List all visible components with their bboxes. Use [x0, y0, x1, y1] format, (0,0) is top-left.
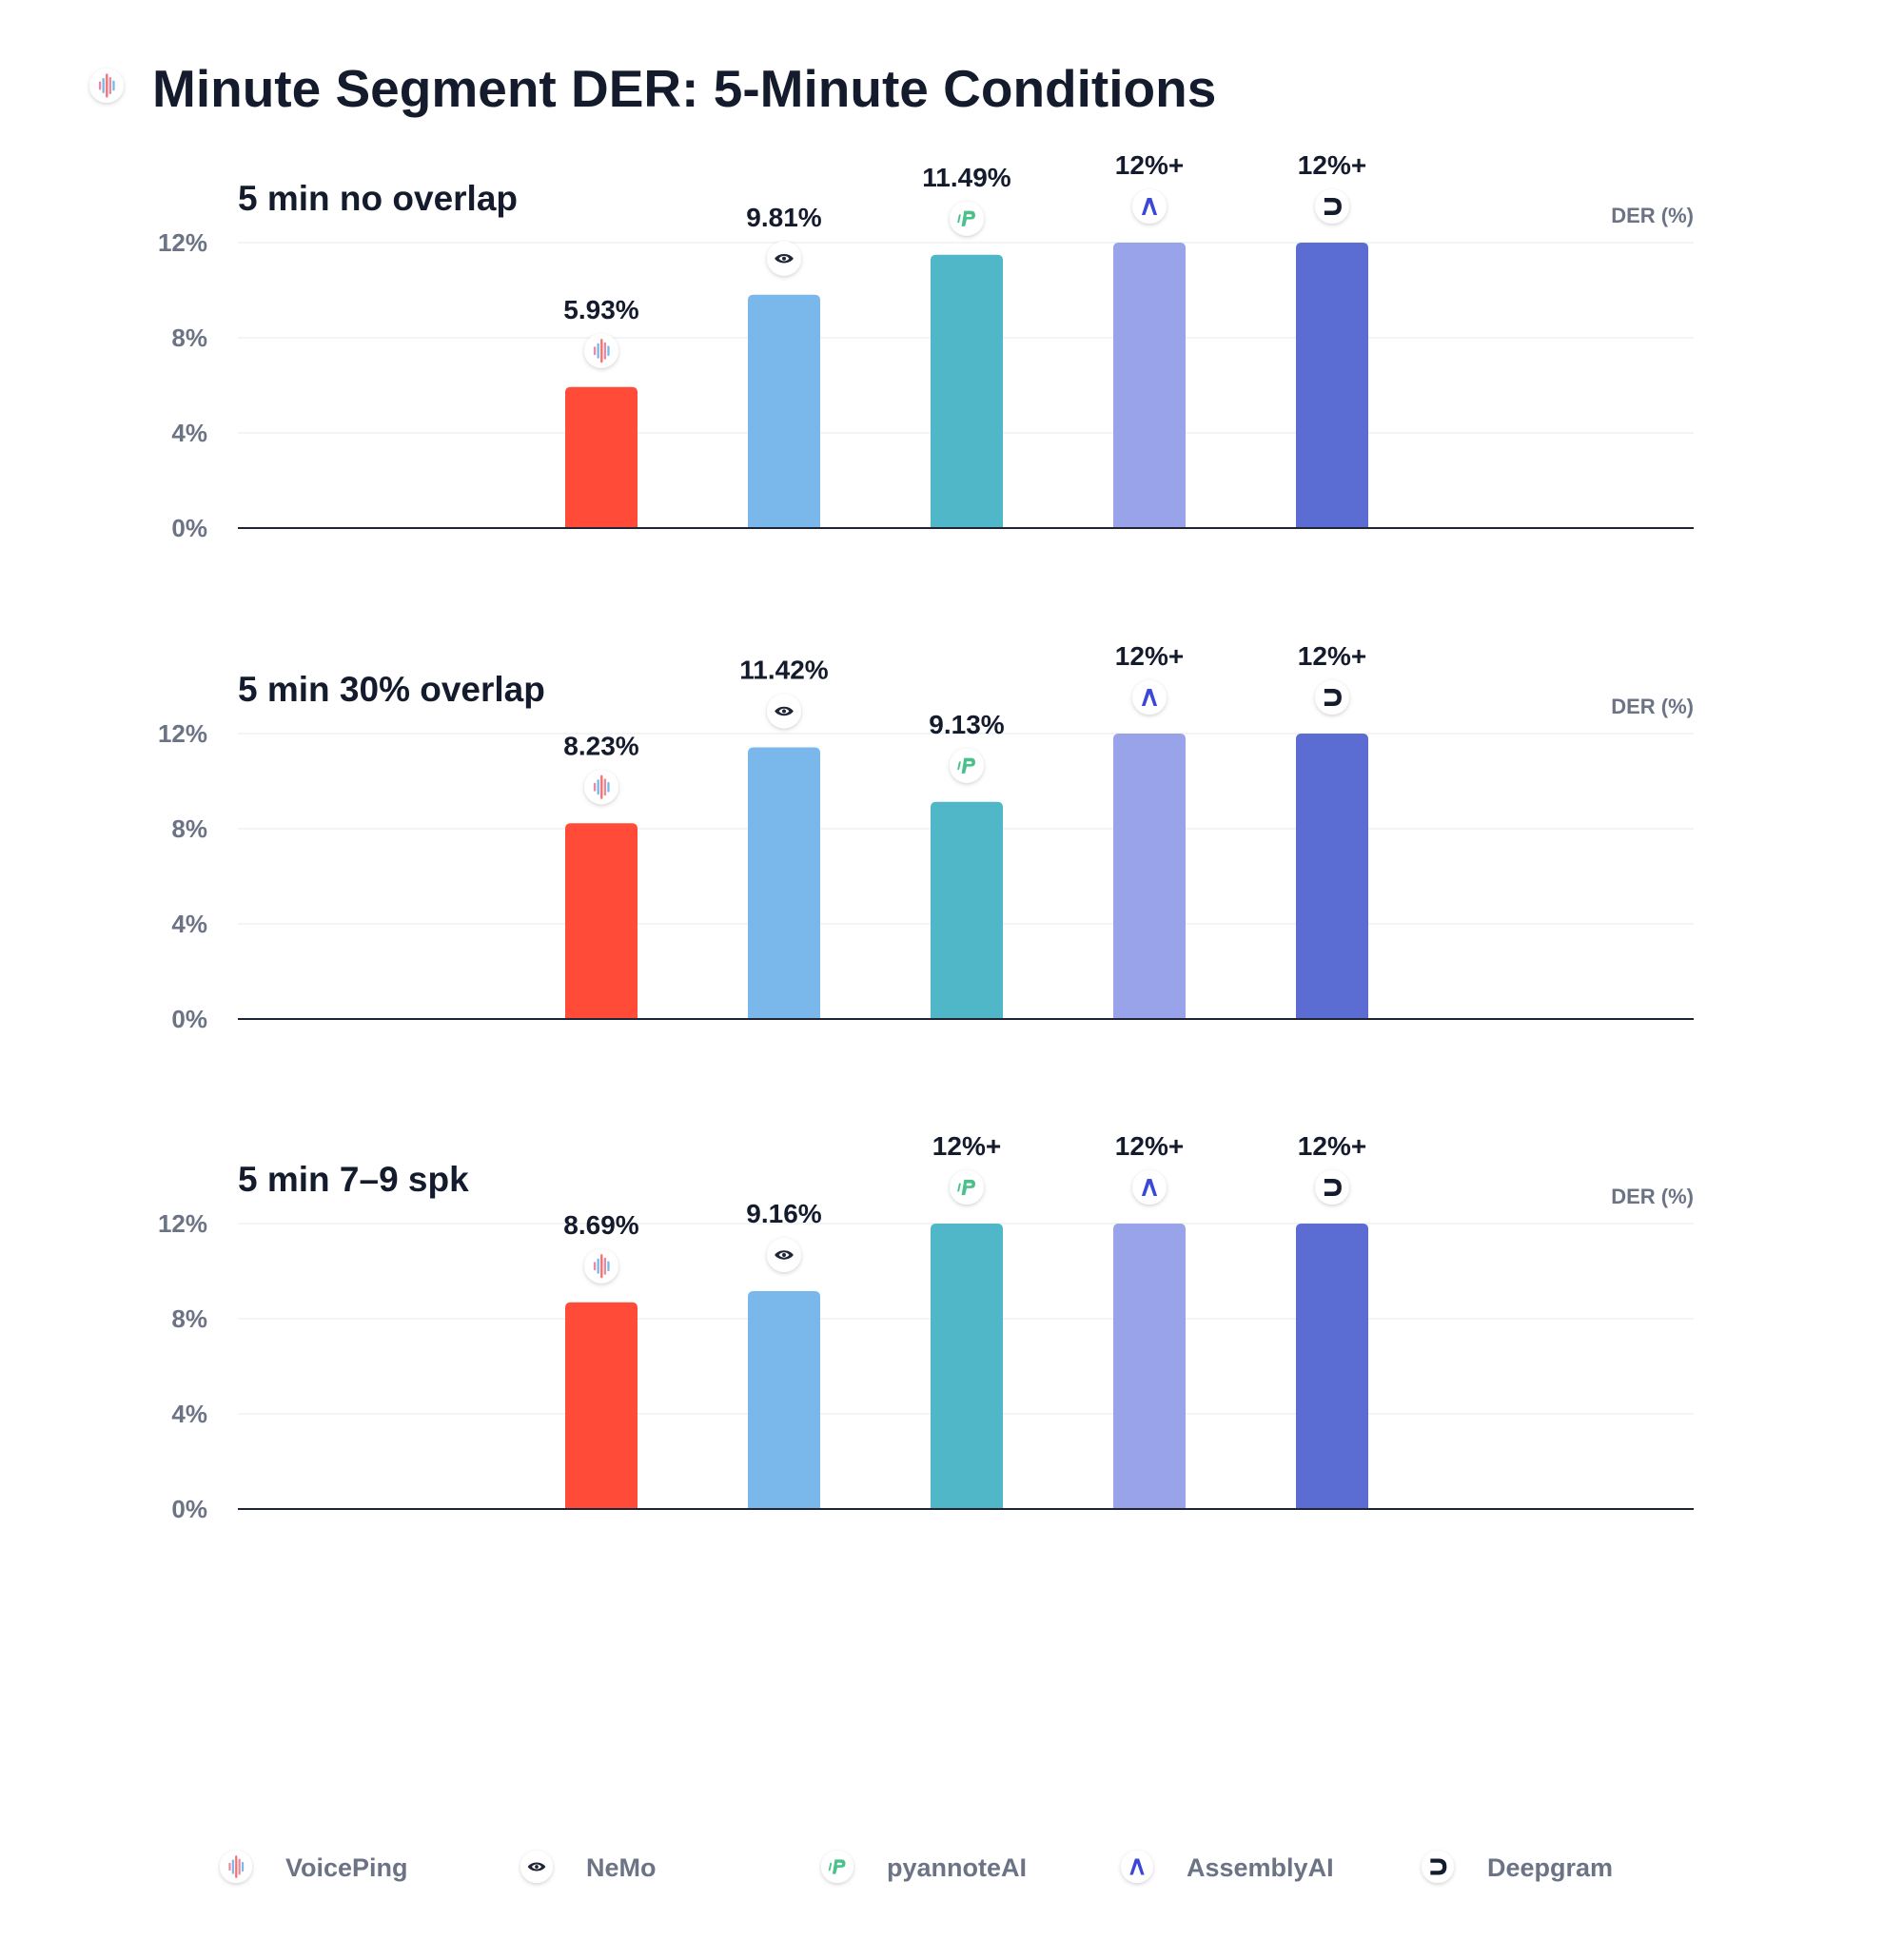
bar-value-label: 12%+ — [1298, 641, 1366, 671]
y-tick-label: 0% — [171, 1005, 207, 1033]
panel-2: 5 min 30% overlap DER (%) 0% 4% 8% 12% 8.23% 11… — [158, 641, 1694, 1033]
bar-value-label: 11.49% — [922, 163, 1011, 192]
legend-item-pyannoteai: pyannoteAI — [821, 1851, 1027, 1883]
panel-1: 5 min no overlap DER (%) 0% 4% 8% 12% 5.93% 9.8… — [158, 150, 1694, 542]
y-tick-label: 8% — [171, 814, 207, 843]
voiceping-icon — [584, 333, 618, 368]
bar-value-label: 12%+ — [1298, 1131, 1366, 1161]
bar-nemo — [748, 294, 820, 528]
chart-header: Minute Segment DER: 5-Minute Conditions — [89, 59, 1216, 118]
y-unit-label: DER (%) — [1611, 695, 1694, 718]
y-tick-label: 8% — [171, 323, 207, 352]
legend: VoicePing NeMo pyannoteAI AssemblyAI Deepgra… — [220, 1851, 1613, 1883]
panel-title: 5 min 30% overlap — [238, 670, 545, 709]
bar-value-label: 5.93% — [563, 295, 638, 324]
nvidia-icon — [767, 1238, 801, 1272]
pyannote-icon — [950, 201, 984, 236]
bar-assemblyai — [1113, 243, 1186, 528]
panel-title: 5 min 7–9 spk — [238, 1160, 469, 1199]
assemblyai-icon — [1132, 1170, 1167, 1205]
bar-pyannoteai — [931, 1224, 1003, 1509]
deepgram-icon — [1315, 1170, 1349, 1205]
bar-value-label: 9.13% — [929, 710, 1004, 739]
nvidia-icon — [767, 694, 801, 729]
assemblyai-icon — [1132, 680, 1167, 715]
y-tick-label: 4% — [171, 419, 207, 447]
legend-label: Deepgram — [1487, 1853, 1613, 1882]
deepgram-icon — [1422, 1851, 1454, 1883]
bar-value-label: 12%+ — [1115, 150, 1184, 180]
panel-3: 5 min 7–9 spk DER (%) 0% 4% 8% 12% 8.69% 9.16% 1… — [158, 1131, 1694, 1523]
bar-nemo — [748, 1291, 820, 1509]
voiceping-icon — [89, 69, 124, 103]
y-tick-label: 0% — [171, 1495, 207, 1523]
y-tick-label: 0% — [171, 514, 207, 542]
legend-label: pyannoteAI — [887, 1853, 1027, 1882]
assemblyai-icon — [1132, 189, 1167, 224]
chart-title: Minute Segment DER: 5-Minute Conditions — [152, 59, 1216, 118]
bar-value-label: 8.23% — [563, 731, 638, 760]
bar-assemblyai — [1113, 734, 1186, 1019]
legend-item-voiceping: VoicePing — [220, 1851, 408, 1883]
pyannote-icon — [950, 748, 984, 783]
bar-value-label: 8.69% — [563, 1210, 638, 1240]
legend-item-deepgram: Deepgram — [1422, 1851, 1613, 1883]
bar-deepgram — [1296, 243, 1368, 528]
bar-assemblyai — [1113, 1224, 1186, 1509]
bar-deepgram — [1296, 1224, 1368, 1509]
voiceping-icon — [584, 1248, 618, 1284]
y-tick-label: 4% — [171, 910, 207, 938]
bar-value-label: 9.16% — [746, 1199, 821, 1228]
y-unit-label: DER (%) — [1611, 204, 1694, 227]
voiceping-title-icon — [89, 69, 124, 103]
y-tick-label: 4% — [171, 1400, 207, 1428]
bar-value-label: 12%+ — [1115, 1131, 1184, 1161]
legend-item-assemblyai: AssemblyAI — [1121, 1851, 1334, 1883]
bar-pyannoteai — [931, 801, 1003, 1019]
y-tick-label: 12% — [158, 228, 207, 257]
chart-panels: 5 min no overlap DER (%) 0% 4% 8% 12% 5.93% 9.8… — [158, 150, 1694, 1523]
bar-voiceping — [565, 386, 638, 528]
y-tick-label: 12% — [158, 1209, 207, 1238]
legend-label: AssemblyAI — [1187, 1853, 1334, 1882]
assemblyai-icon — [1121, 1851, 1153, 1883]
bar-value-label: 9.81% — [746, 203, 821, 232]
bar-deepgram — [1296, 734, 1368, 1019]
bar-voiceping — [565, 823, 638, 1019]
y-unit-label: DER (%) — [1611, 1185, 1694, 1208]
bar-value-label: 12%+ — [1115, 641, 1184, 671]
bar-nemo — [748, 747, 820, 1019]
legend-label: VoicePing — [285, 1853, 408, 1882]
voiceping-icon — [584, 770, 618, 805]
bar-value-label: 12%+ — [932, 1131, 1001, 1161]
deepgram-icon — [1315, 680, 1349, 715]
nvidia-icon — [767, 241, 801, 276]
y-tick-label: 12% — [158, 719, 207, 748]
panel-title: 5 min no overlap — [238, 179, 518, 218]
pyannote-icon — [950, 1170, 984, 1205]
voiceping-icon — [220, 1851, 252, 1883]
deepgram-icon — [1315, 189, 1349, 224]
legend-label: NeMo — [586, 1853, 657, 1882]
pyannote-icon — [821, 1851, 853, 1883]
bar-value-label: 11.42% — [739, 656, 829, 685]
bar-voiceping — [565, 1302, 638, 1509]
bar-value-label: 12%+ — [1298, 150, 1366, 180]
bar-pyannoteai — [931, 254, 1003, 528]
legend-item-nemo: NeMo — [520, 1851, 657, 1883]
y-tick-label: 8% — [171, 1304, 207, 1333]
nvidia-icon — [520, 1851, 553, 1883]
